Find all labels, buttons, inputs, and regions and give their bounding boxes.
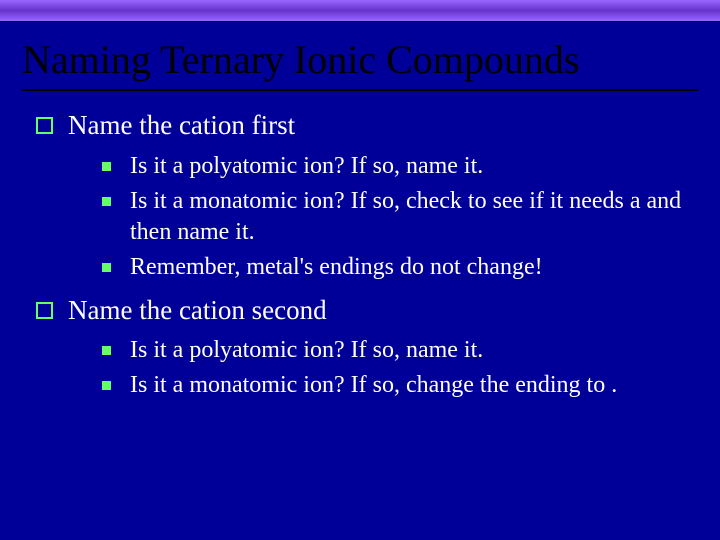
list-item: Name the cation first Is it a polyatomic… — [34, 109, 698, 284]
decorative-top-bar — [0, 0, 720, 22]
level2-text: Is it a monatomic ion? If so, change the… — [130, 372, 617, 398]
slide-title: Naming Ternary Ionic Compounds — [22, 36, 698, 91]
level2-text: Remember, metal's endings do not change! — [130, 254, 543, 280]
slide-content: Naming Ternary Ionic Compounds Name the … — [0, 22, 720, 402]
level2-text: Is it a polyatomic ion? If so, name it. — [130, 153, 483, 179]
level1-text: Name the cation second — [68, 295, 327, 325]
list-item: Is it a polyatomic ion? If so, name it. — [100, 335, 698, 366]
list-item: Remember, metal's endings do not change! — [100, 252, 698, 283]
level1-text: Name the cation first — [68, 110, 295, 140]
list-item: Is it a monatomic ion? If so, change the… — [100, 370, 698, 401]
outline-level2: Is it a polyatomic ion? If so, name it. … — [68, 151, 698, 284]
list-item: Name the cation second Is it a polyatomi… — [34, 294, 698, 402]
level2-text: Is it a polyatomic ion? If so, name it. — [130, 337, 483, 363]
outline-level1: Name the cation first Is it a polyatomic… — [22, 109, 698, 402]
level2-text: Is it a monatomic ion? If so, check to s… — [130, 188, 681, 245]
list-item: Is it a monatomic ion? If so, check to s… — [100, 186, 698, 248]
outline-level2: Is it a polyatomic ion? If so, name it. … — [68, 335, 698, 401]
list-item: Is it a polyatomic ion? If so, name it. — [100, 151, 698, 182]
